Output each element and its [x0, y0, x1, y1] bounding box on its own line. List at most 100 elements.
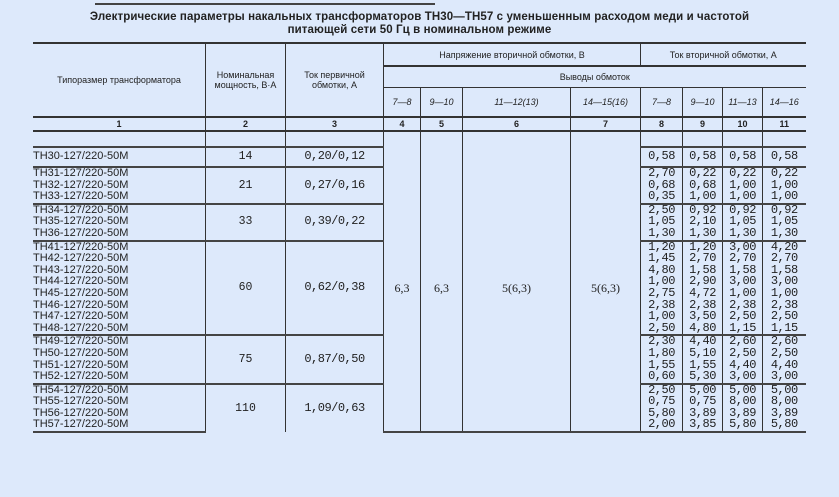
model-name: ТН50-127/220-50М: [33, 346, 129, 359]
table-row: ТН32-127/220-50М 0,68 0,68 1,00 1,00: [33, 178, 806, 192]
title-line-1: Электрические параметры накальных трансф…: [89, 11, 750, 23]
secondary-current-value: 1,00: [640, 310, 683, 323]
secondary-current-value: 1,20: [682, 239, 723, 254]
secondary-current-value: 0,58: [682, 146, 723, 168]
secondary-current-value: 3,00: [762, 276, 806, 288]
table-row: ТН44-127/220-50М 1,00 2,90 3,00 3,00: [33, 276, 806, 288]
table-row: ТН51-127/220-50М 1,55 1,55 4,40 4,40: [33, 359, 806, 372]
secondary-current-value: 4,40: [682, 334, 723, 348]
table-row: ТН57-127/220-50М 2,00 3,85 5,80 5,80: [33, 419, 806, 434]
secondary-current-value: 1,30: [762, 227, 806, 242]
model-name: ТН36-127/220-50М: [33, 227, 206, 242]
secondary-current-value: 1,58: [722, 264, 763, 277]
secondary-current-value: 2,00: [640, 419, 683, 434]
secondary-current-value: 0,68: [640, 179, 683, 192]
secondary-voltage-value: 5(6,3): [462, 147, 571, 434]
secondary-current-value: 3,89: [682, 407, 723, 420]
power-value: 110: [205, 382, 286, 433]
table-row: ТН46-127/220-50М 2,38 2,38 2,38 2,38: [33, 299, 806, 312]
secondary-current-value: 1,00: [640, 276, 683, 288]
model-name: ТН34-127/220-50М: [33, 202, 206, 217]
secondary-current-value: 1,80: [640, 347, 683, 360]
header-type: Типоразмер трансформатора: [33, 42, 206, 117]
secondary-current-value: 2,38: [682, 299, 723, 312]
primary-current-value: 0,62/0,38: [285, 239, 384, 336]
primary-current-value: 0,87/0,50: [285, 334, 384, 384]
column-number: 5: [420, 116, 463, 132]
secondary-current-value: 2,60: [722, 334, 763, 348]
secondary-current-value: 2,38: [722, 299, 763, 312]
model-name: ТН32-127/220-50М: [33, 178, 129, 191]
primary-current-value: 0,39/0,22: [285, 202, 384, 241]
secondary-current-value: 3,00: [722, 276, 763, 288]
table-row: ТН41-127/220-50М 60 0,62/0,38 1,20 1,20 3,00 4…: [33, 239, 806, 336]
secondary-current-value: 5,10: [682, 347, 723, 360]
model-name: ТН44-127/220-50М: [33, 275, 129, 288]
header-terminals: Выводы обмоток: [383, 65, 806, 88]
table-row: ТН47-127/220-50М 1,00 3,50 2,50 2,50: [33, 310, 806, 323]
column-number: 10: [722, 116, 763, 132]
secondary-current-value: 2,10: [682, 216, 723, 228]
secondary-current-value: 0,92: [722, 202, 763, 217]
power-value: 21: [205, 166, 286, 204]
current-terminal-header: 7—8: [640, 87, 683, 117]
model-name: ТН42-127/220-50М: [33, 252, 129, 265]
table-row: ТН45-127/220-50М 2,75 4,72 1,00 1,00: [33, 286, 806, 300]
secondary-current-value: 1,00: [762, 190, 806, 205]
secondary-current-value: 5,80: [640, 407, 683, 420]
model-name: ТН43-127/220-50М: [33, 263, 129, 276]
table-row: ТН35-127/220-50М 1,05 2,10 1,05 1,05: [33, 216, 806, 228]
secondary-current-value: 1,55: [682, 359, 723, 372]
secondary-current-value: 8,00: [762, 395, 806, 408]
model-name: ТН45-127/220-50М: [33, 286, 129, 299]
secondary-current-value: 1,30: [682, 227, 723, 242]
secondary-current-value: 4,40: [762, 359, 806, 372]
secondary-current-value: 5,00: [762, 382, 806, 397]
secondary-current-value: 0,22: [682, 166, 723, 180]
secondary-current-value: 2,50: [762, 310, 806, 323]
title-line-2: питающей сети 50 Гц в номинальном режиме: [287, 24, 552, 36]
column-number: 2: [205, 116, 286, 132]
secondary-current-value: 3,85: [682, 419, 723, 434]
primary-current-value: 0,20/0,12: [285, 146, 384, 168]
secondary-current-value: 2,75: [640, 287, 683, 300]
power-value: 14: [205, 146, 286, 168]
column-number: 7: [570, 116, 641, 132]
model-name: ТН33-127/220-50М: [33, 191, 206, 205]
secondary-current-value: 5,80: [762, 419, 806, 434]
model-name: ТН35-127/220-50М: [33, 215, 129, 228]
secondary-current-value: 3,89: [762, 407, 806, 420]
table-row: ТН42-127/220-50М 1,45 2,70 2,70 2,70: [33, 252, 806, 265]
secondary-current-value: 1,45: [640, 252, 683, 265]
secondary-current-value: 2,30: [640, 334, 683, 348]
secondary-current-value: 1,58: [762, 264, 806, 277]
power-value: 33: [205, 202, 286, 241]
secondary-current-value: 0,60: [640, 370, 683, 385]
secondary-voltage-value: 6,3: [383, 147, 421, 434]
voltage-terminal-header: 11—12(13): [462, 87, 571, 117]
model-name: ТН48-127/220-50М: [33, 322, 206, 337]
table-row: ТН49-127/220-50М 75 0,87/0,50 2,30 4,40 2,60 2…: [33, 334, 806, 384]
secondary-current-value: 1,55: [640, 359, 683, 372]
secondary-current-value: 2,60: [762, 334, 806, 348]
model-name: ТН30-127/220-50М: [33, 146, 206, 168]
secondary-current-value: 0,58: [640, 146, 683, 168]
model-name: ТН31-127/220-50М: [33, 166, 206, 180]
secondary-current-value: 2,50: [640, 202, 683, 217]
secondary-current-value: 1,05: [722, 216, 763, 228]
model-name: ТН57-127/220-50М: [33, 419, 206, 434]
current-terminal-header: 9—10: [682, 87, 723, 117]
table-title: Электрические параметры накальных трансф…: [0, 11, 839, 37]
table-row: ТН56-127/220-50М 5,80 3,89 3,89 3,89: [33, 407, 806, 420]
secondary-current-value: 0,75: [640, 395, 683, 408]
secondary-current-value: 2,38: [762, 299, 806, 312]
secondary-current-value: 1,30: [722, 227, 763, 242]
model-name: ТН47-127/220-50М: [33, 310, 129, 323]
secondary-current-value: 0,58: [722, 146, 763, 168]
table-row: ТН34-127/220-50М 33 0,39/0,22 2,50 0,92 0,92 0…: [33, 202, 806, 241]
header-power: Номинальная мощность, В·А: [205, 42, 286, 117]
model-name: ТН49-127/220-50М: [33, 334, 206, 348]
model-name: ТН41-127/220-50М: [33, 239, 206, 254]
table-row: ТН50-127/220-50М 1,80 5,10 2,50 2,50: [33, 346, 806, 360]
secondary-current-value: 1,58: [682, 264, 723, 277]
